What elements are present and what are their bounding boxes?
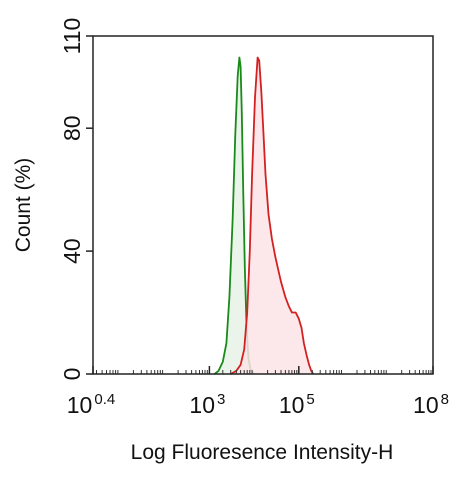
histogram-areas <box>213 56 314 375</box>
x-axis-ticks: 10 0.4 10 3 10 5 10 8 <box>67 366 449 418</box>
y-axis-ticks: 0 40 80 110 <box>59 18 93 381</box>
y-tick-label: 0 <box>59 368 85 381</box>
x-axis-label: Log Fluoresence Intensity-H <box>131 441 394 464</box>
x-tick-label: 10 8 <box>413 391 449 418</box>
x-tick-label: 10 5 <box>279 391 315 418</box>
x-tick-label: 10 3 <box>189 391 225 418</box>
y-axis-label: Count (%) <box>12 158 35 253</box>
plot-frame <box>92 35 434 375</box>
series-2-line <box>230 56 314 375</box>
y-tick-label: 40 <box>59 238 85 264</box>
y-tick-label: 110 <box>59 18 85 55</box>
series-1-fill <box>214 57 255 374</box>
series-2-fill <box>230 57 314 374</box>
y-tick-label: 80 <box>59 115 85 141</box>
x-tick-label: 10 0.4 <box>67 391 115 418</box>
